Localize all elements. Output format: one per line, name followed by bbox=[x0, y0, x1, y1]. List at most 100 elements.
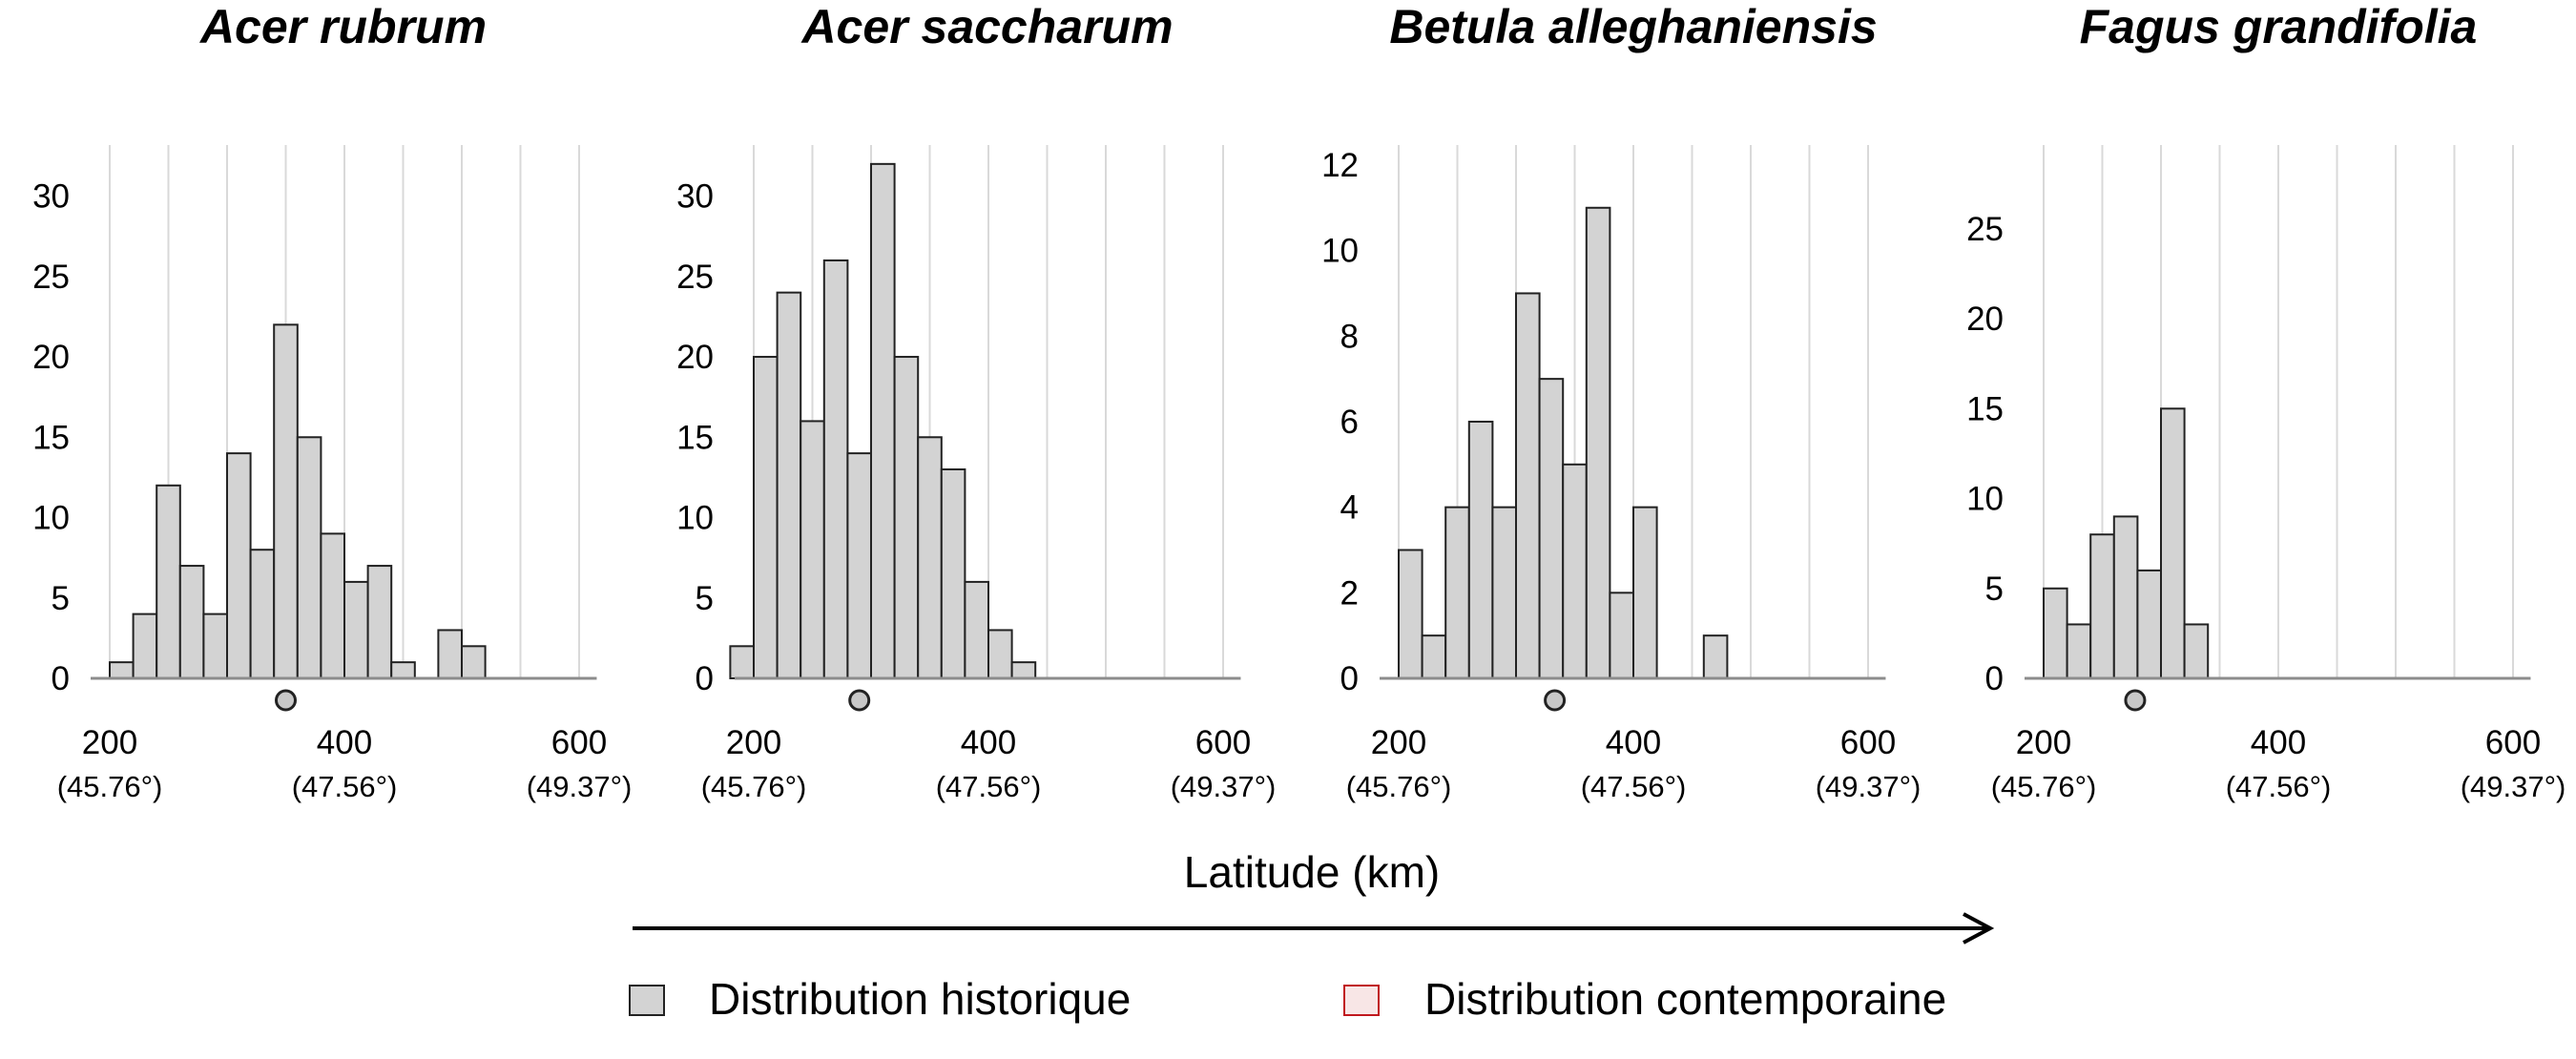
histogram-bar bbox=[940, 467, 966, 679]
panel-2: 0 5 10 15 20 25 30 200 (45.76°) 400 (47.56°) 600 (49… bbox=[676, 145, 1276, 803]
histogram-bar bbox=[917, 436, 943, 680]
histogram-bar bbox=[822, 259, 849, 679]
histogram-bar bbox=[2136, 569, 2162, 680]
x-tick-sublabel: (47.56°) bbox=[1581, 770, 1687, 803]
panel-title-1: Acer rubrum bbox=[198, 0, 487, 53]
x-tick-label: 600 bbox=[2485, 724, 2541, 761]
x-tick-sublabel: (47.56°) bbox=[2226, 770, 2332, 803]
histogram-bar bbox=[1585, 206, 1611, 679]
legend-swatch-historique bbox=[629, 985, 665, 1016]
x-tick-sublabel: (45.76°) bbox=[1346, 770, 1452, 803]
y-tick-label: 15 bbox=[1966, 390, 2004, 427]
mean-marker bbox=[275, 689, 297, 712]
histogram-bar bbox=[2183, 623, 2210, 680]
histogram-bar bbox=[1467, 420, 1494, 679]
histogram-bar bbox=[226, 452, 252, 679]
x-tick-sublabel: (49.37°) bbox=[527, 770, 633, 803]
histogram-bar bbox=[1421, 634, 1447, 680]
x-tick-label: 200 bbox=[2016, 724, 2071, 761]
mean-marker bbox=[848, 689, 871, 712]
y-tick-label: 10 bbox=[1966, 481, 2004, 518]
histogram-bar bbox=[249, 549, 276, 679]
histogram-bar bbox=[178, 565, 205, 679]
y-tick-label: 4 bbox=[1340, 489, 1359, 527]
y-tick-label: 12 bbox=[1321, 147, 1359, 184]
y-tick-label: 30 bbox=[32, 178, 70, 216]
histogram-bar bbox=[2043, 587, 2068, 679]
x-tick-sublabel: (45.76°) bbox=[701, 770, 807, 803]
y-tick-label: 5 bbox=[52, 580, 70, 617]
x-tick-label: 200 bbox=[726, 724, 781, 761]
histogram-bar bbox=[800, 420, 825, 679]
histogram-bar bbox=[2089, 533, 2115, 679]
y-tick-label: 5 bbox=[696, 580, 714, 617]
histogram-bar bbox=[132, 613, 158, 680]
x-tick-label: 400 bbox=[317, 724, 372, 761]
latitude-arrow-head bbox=[1963, 912, 1995, 945]
mean-marker bbox=[2124, 689, 2147, 712]
y-tick-label: 15 bbox=[676, 419, 714, 456]
x-tick-sublabel: (47.56°) bbox=[292, 770, 398, 803]
histogram-bar bbox=[1398, 549, 1423, 680]
y-tick-label: 20 bbox=[676, 339, 714, 376]
y-tick-label: 10 bbox=[676, 500, 714, 537]
histogram-bar bbox=[390, 661, 416, 679]
y-tick-label: 5 bbox=[1985, 571, 2004, 608]
histogram-bar bbox=[437, 629, 463, 679]
histogram-bar bbox=[343, 580, 369, 680]
x-tick-sublabel: (45.76°) bbox=[1991, 770, 2097, 803]
y-tick-label: 20 bbox=[1966, 301, 2004, 338]
panel-title-4: Fagus grandifolia bbox=[2080, 0, 2478, 53]
panel-3: 0 2 4 6 8 10 12 200 (45.76°) 400 (47.56°) 600 (49.37… bbox=[1321, 145, 1921, 803]
legend-swatch-contemporaine bbox=[1343, 985, 1380, 1016]
x-tick-label: 600 bbox=[1195, 724, 1251, 761]
y-tick-label: 0 bbox=[696, 660, 714, 697]
y-tick-label: 10 bbox=[1321, 233, 1359, 270]
histogram-bar bbox=[461, 645, 487, 680]
histogram-bar bbox=[202, 613, 228, 680]
y-tick-label: 15 bbox=[32, 419, 70, 456]
x-tick-sublabel: (49.37°) bbox=[2461, 770, 2566, 803]
histogram-bar bbox=[753, 356, 779, 679]
x-tick-label: 400 bbox=[1606, 724, 1661, 761]
histogram-bar bbox=[1702, 634, 1729, 680]
histogram-bar bbox=[273, 323, 299, 679]
histogram-bar bbox=[1444, 506, 1470, 679]
histogram-bar bbox=[2066, 623, 2092, 680]
x-tick-label: 200 bbox=[1371, 724, 1426, 761]
histogram-bar bbox=[964, 580, 990, 680]
x-tick-label: 400 bbox=[2251, 724, 2306, 761]
histogram-bar bbox=[1609, 592, 1635, 679]
histogram-bar bbox=[2160, 407, 2186, 679]
histogram-bar bbox=[109, 661, 135, 679]
y-tick-label: 25 bbox=[32, 259, 70, 296]
x-tick-label: 200 bbox=[82, 724, 137, 761]
panels-layer: 051015202530200(45.76°)400(47.56°)600(49… bbox=[32, 145, 2566, 803]
x-tick-sublabel: (49.37°) bbox=[1816, 770, 1922, 803]
x-tick-sublabel: (45.76°) bbox=[57, 770, 163, 803]
y-tick-label: 20 bbox=[32, 339, 70, 376]
legend-label-contemporaine: Distribution contemporaine bbox=[1424, 974, 1946, 1024]
histogram-bar bbox=[846, 452, 873, 679]
histogram-bar bbox=[320, 532, 345, 680]
y-tick-label: 25 bbox=[676, 259, 714, 296]
histogram-bar bbox=[870, 162, 896, 679]
histogram-bar bbox=[366, 565, 393, 679]
histogram-bar bbox=[1515, 292, 1541, 679]
histogram-bar bbox=[987, 629, 1013, 679]
y-tick-label: 2 bbox=[1340, 574, 1359, 612]
histogram-bar bbox=[893, 356, 920, 679]
legend-label-historique: Distribution historique bbox=[709, 974, 1131, 1024]
y-tick-label: 0 bbox=[52, 660, 70, 697]
histogram-bar bbox=[1491, 506, 1518, 679]
y-tick-label: 10 bbox=[32, 500, 70, 537]
histogram-bar bbox=[156, 484, 181, 679]
histogram-bar bbox=[2112, 515, 2139, 679]
x-tick-label: 400 bbox=[961, 724, 1016, 761]
mean-marker bbox=[1544, 689, 1567, 712]
histogram-bar bbox=[776, 291, 802, 679]
histogram-bar bbox=[1562, 463, 1588, 679]
y-tick-label: 25 bbox=[1966, 211, 2004, 248]
y-tick-label: 0 bbox=[1340, 660, 1359, 697]
